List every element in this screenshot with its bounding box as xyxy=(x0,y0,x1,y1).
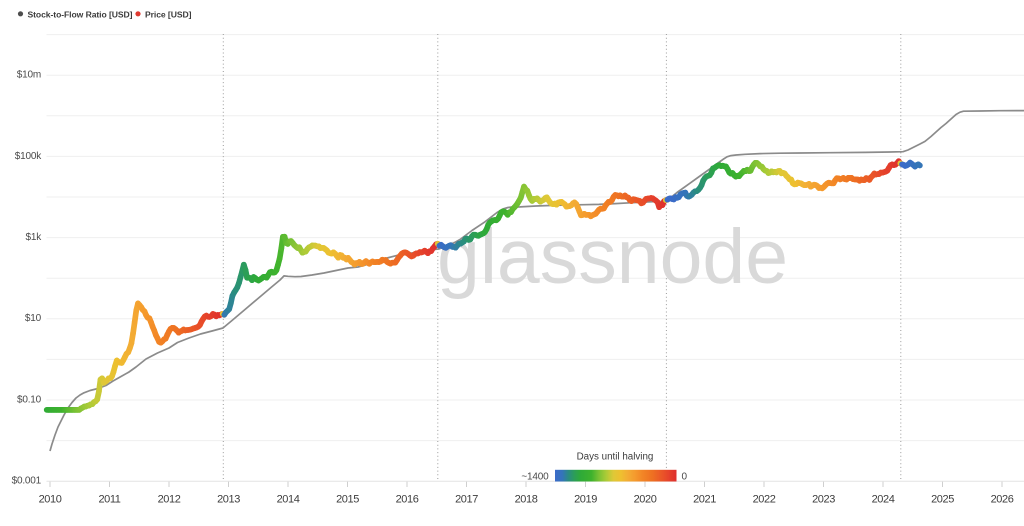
svg-text:Stock-to-Flow Ratio [USD]: Stock-to-Flow Ratio [USD] xyxy=(28,9,133,19)
svg-text:2021: 2021 xyxy=(693,493,716,505)
svg-text:Days until halving: Days until halving xyxy=(577,452,654,463)
svg-text:$0.001: $0.001 xyxy=(12,476,42,487)
svg-text:2022: 2022 xyxy=(753,493,776,505)
svg-text:glassnode: glassnode xyxy=(437,214,788,300)
svg-text:$10m: $10m xyxy=(17,70,41,81)
svg-text:2025: 2025 xyxy=(931,493,954,505)
svg-text:2020: 2020 xyxy=(634,493,657,505)
svg-text:Price [USD]: Price [USD] xyxy=(145,9,192,19)
svg-text:2015: 2015 xyxy=(336,493,359,505)
svg-text:0: 0 xyxy=(682,471,688,482)
svg-text:2019: 2019 xyxy=(574,493,597,505)
svg-text:$0.10: $0.10 xyxy=(17,394,42,405)
svg-text:$100k: $100k xyxy=(15,151,42,162)
svg-text:$1k: $1k xyxy=(25,232,42,243)
svg-text:2024: 2024 xyxy=(872,493,895,505)
svg-text:~1400: ~1400 xyxy=(521,471,549,482)
svg-text:2017: 2017 xyxy=(455,493,478,505)
svg-text:2018: 2018 xyxy=(515,493,538,505)
svg-text:2012: 2012 xyxy=(158,493,181,505)
svg-text:2026: 2026 xyxy=(991,493,1014,505)
svg-text:$10: $10 xyxy=(25,313,42,324)
svg-text:2023: 2023 xyxy=(812,493,835,505)
svg-text:2011: 2011 xyxy=(98,493,120,505)
svg-text:2010: 2010 xyxy=(39,493,62,505)
svg-text:2014: 2014 xyxy=(277,493,300,505)
svg-text:2016: 2016 xyxy=(396,493,419,505)
svg-text:2013: 2013 xyxy=(217,493,240,505)
